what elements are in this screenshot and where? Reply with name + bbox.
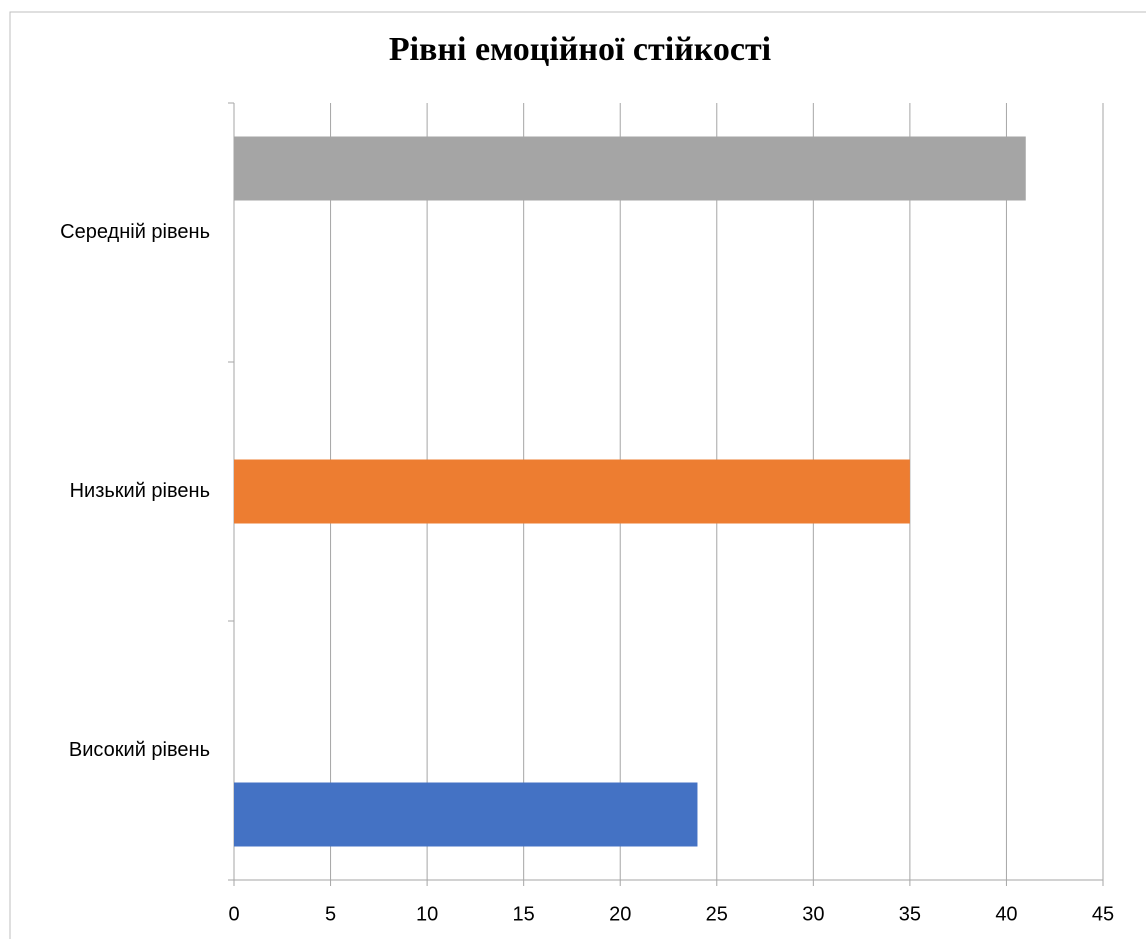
x-tick-label: 20 [609, 903, 631, 925]
bar [234, 459, 910, 524]
x-tick-label: 0 [228, 903, 239, 925]
x-tick-label: 35 [899, 903, 921, 925]
y-tick-label: Середній рівень [60, 221, 210, 243]
x-tick-label: 25 [706, 903, 728, 925]
chart-title: Рівні емоційної стійкості [389, 31, 771, 68]
x-tick-label: 45 [1092, 903, 1114, 925]
bar [234, 782, 698, 847]
y-tick-label: Високий рівень [69, 739, 210, 761]
x-tick-label: 40 [995, 903, 1017, 925]
y-tick-label: Низький рівень [70, 480, 210, 502]
bar [234, 136, 1026, 201]
x-tick-label: 15 [513, 903, 535, 925]
x-tick-label: 10 [416, 903, 438, 925]
x-tick-label: 30 [802, 903, 824, 925]
x-tick-label: 5 [325, 903, 336, 925]
